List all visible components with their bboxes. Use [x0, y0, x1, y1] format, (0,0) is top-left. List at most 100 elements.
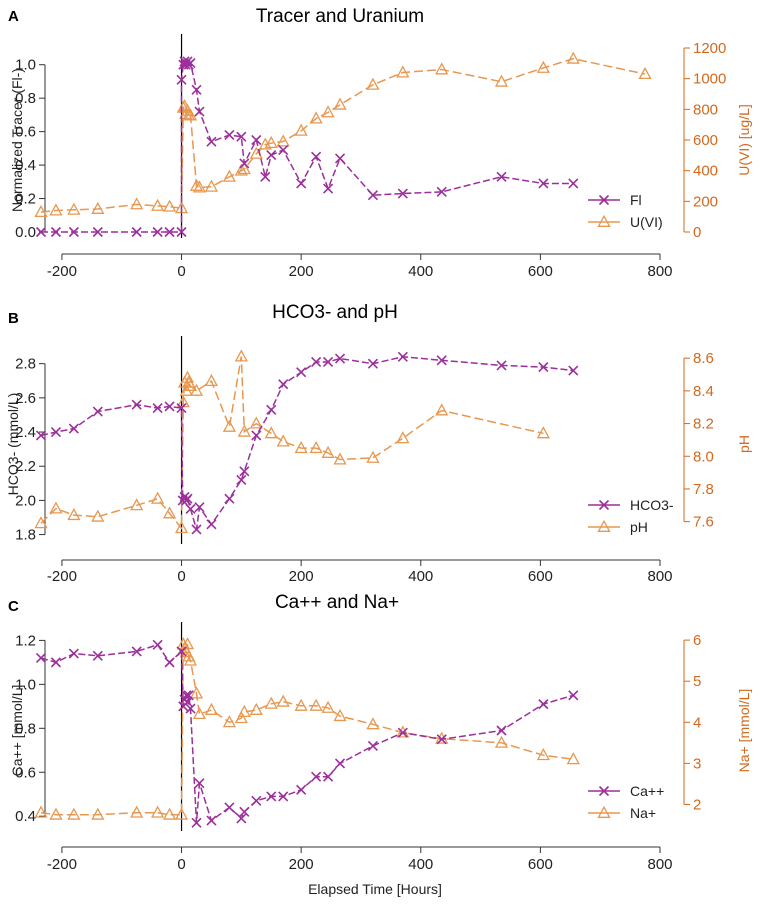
- legend-item: HCO3-: [588, 497, 674, 513]
- data-point: [396, 431, 410, 444]
- series-fl: [35, 56, 579, 238]
- left-tick-label: 2.8: [15, 356, 36, 373]
- data-point: [264, 426, 278, 439]
- data-point: [333, 708, 347, 722]
- data-point: [568, 365, 579, 376]
- left-tick-label: 0.6: [15, 124, 36, 141]
- left-tick-label: 1.8: [15, 527, 36, 544]
- data-point: [185, 57, 196, 69]
- data-point: [34, 516, 48, 529]
- data-point: [206, 815, 217, 826]
- data-point: [237, 704, 251, 717]
- data-point: [249, 416, 263, 429]
- data-point: [49, 203, 63, 216]
- data-point: [536, 748, 550, 761]
- data-point: [191, 524, 202, 535]
- data-point: [50, 226, 62, 238]
- data-point: [276, 694, 290, 707]
- left-tick-label: 0.2: [15, 191, 36, 208]
- x-tick-label: 600: [528, 263, 553, 280]
- data-point: [92, 650, 103, 661]
- data-point: [260, 171, 271, 182]
- x-tick-label: 400: [408, 856, 433, 873]
- x-tick-label: 0: [177, 856, 185, 873]
- data-point: [249, 702, 263, 715]
- data-point: [162, 807, 177, 820]
- right-tick-label: 5: [693, 673, 701, 690]
- data-point: [67, 807, 81, 820]
- x-tick-label: 600: [528, 856, 553, 873]
- panel-letter: B: [8, 310, 19, 327]
- data-point: [333, 97, 347, 110]
- data-point: [237, 161, 251, 175]
- data-point: [436, 734, 447, 745]
- data-point: [334, 758, 346, 769]
- data-point: [496, 171, 507, 182]
- data-point: [236, 813, 247, 824]
- data-point: [183, 690, 194, 701]
- right-tick-label: 200: [693, 193, 718, 210]
- data-point: [92, 226, 103, 238]
- panel-a: A Tracer and Uranium 0.0 0.2 0.4 0.6 0.8 1.0Nor…: [8, 6, 752, 280]
- legend-item: pH: [588, 519, 648, 535]
- left-y-axis: 0.4 0.6 0.8 1.0 1.2 Ca++ [mmol/L]: [9, 632, 46, 825]
- right-tick-label: 1000: [693, 71, 726, 88]
- legend: Ca++ Na+: [588, 783, 664, 821]
- data-point: [236, 131, 247, 142]
- data-point: [496, 725, 507, 736]
- data-point: [152, 639, 163, 650]
- data-point: [151, 198, 165, 211]
- data-point: [34, 204, 48, 218]
- data-point: [294, 123, 308, 136]
- legend-label: U(VI): [630, 214, 663, 230]
- data-point: [311, 356, 322, 368]
- x-tick-label: 800: [647, 856, 672, 873]
- data-point: [192, 706, 207, 720]
- data-point: [68, 648, 79, 659]
- series-line: [40, 356, 544, 531]
- x-tick-label: 400: [408, 568, 433, 585]
- data-point: [321, 445, 335, 458]
- right-tick-label: 8.2: [693, 416, 714, 433]
- legend-marker: [597, 519, 611, 532]
- data-point: [311, 771, 322, 782]
- x-axis: -200 0 200 400 600 800: [47, 253, 673, 280]
- data-point: [174, 807, 189, 820]
- data-point: [189, 686, 204, 699]
- data-point: [91, 509, 105, 522]
- data-point: [174, 201, 189, 214]
- data-point: [309, 698, 323, 711]
- data-point: [67, 507, 81, 521]
- legend-label: Ca++: [630, 783, 664, 799]
- data-point: [130, 197, 144, 210]
- legend-marker: [597, 214, 611, 227]
- series-na-: [34, 637, 580, 820]
- data-point: [35, 652, 47, 664]
- x-tick-label: -200: [47, 568, 77, 585]
- right-tick-label: 400: [693, 163, 718, 180]
- legend-label: Na+: [630, 805, 656, 821]
- data-point: [397, 351, 408, 362]
- data-point: [182, 493, 193, 504]
- series-line: [40, 643, 574, 823]
- left-tick-label: 2.6: [15, 390, 36, 407]
- data-point: [366, 77, 380, 90]
- data-point: [296, 178, 307, 189]
- data-point: [494, 735, 509, 748]
- series-line: [40, 643, 574, 816]
- data-point: [251, 430, 262, 441]
- panel-title: HCO3- and pH: [272, 302, 398, 323]
- data-point: [162, 199, 177, 212]
- series-ca-: [35, 639, 579, 828]
- data-point: [234, 163, 248, 176]
- data-point: [50, 657, 62, 668]
- data-point: [152, 403, 163, 414]
- x-tick-label: 400: [408, 263, 433, 280]
- legend-marker: [598, 499, 610, 511]
- x-tick-label: 600: [528, 568, 553, 585]
- data-point: [251, 795, 262, 806]
- data-point: [294, 698, 308, 711]
- right-y-axis: 7.6 7.8 8.0 8.2 8.4 8.6 pH: [683, 350, 752, 531]
- data-point: [183, 108, 198, 121]
